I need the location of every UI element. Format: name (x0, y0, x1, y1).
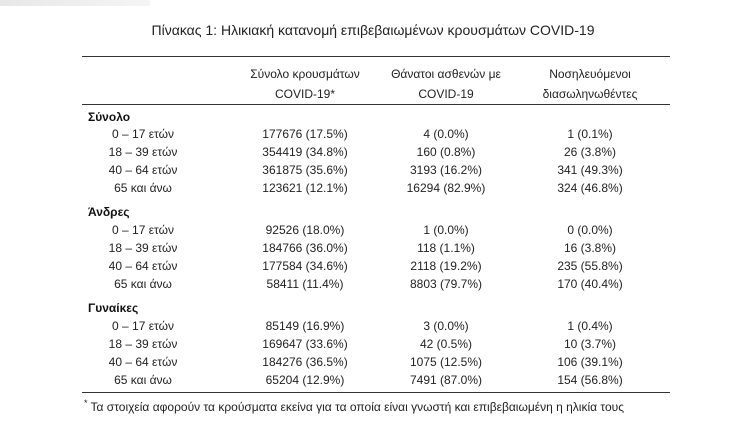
group-label-total: Σύνολο (88, 110, 131, 124)
deaths-value: 3 (0.0%) (423, 319, 469, 333)
intubated-value: 1 (0.4%) (567, 319, 613, 333)
cases-value: 85149 (16.9%) (265, 319, 345, 333)
cases-value: 65204 (12.9%) (265, 373, 345, 387)
intubated-value: 324 (46.8%) (557, 181, 623, 195)
age-label: 65 και άνω (114, 277, 172, 291)
deaths-value: 7491 (87.0%) (409, 373, 483, 387)
deaths-value: 2118 (19.2%) (410, 259, 482, 273)
intubated-value: 26 (3.8%) (563, 145, 617, 159)
age-label: 0 – 17 ετών (112, 127, 174, 141)
age-label: 18 – 39 ετών (108, 145, 178, 159)
intubated-value: 1 (0.1%) (567, 127, 613, 141)
table-row: 0 – 17 ετών 92526 (18.0%) 1 (0.0%) 0 (0.… (0, 223, 746, 241)
footnote-text: Τα στοιχεία αφορούν τα κρούσματα εκείνα … (90, 400, 624, 414)
intubated-value: 0 (0.0%) (567, 223, 613, 237)
table-row: 18 – 39 ετών 354419 (34.8%) 160 (0.8%) 2… (0, 145, 746, 163)
cases-value: 184276 (36.5%) (262, 355, 348, 369)
table-top-rule (82, 56, 670, 57)
deaths-value: 8803 (79.7%) (409, 277, 483, 291)
group-label-women: Γυναίκες (88, 301, 139, 315)
intubated-value: 106 (39.1%) (557, 355, 623, 369)
header-intubated-line1: Νοσηλευόμενοι (549, 67, 631, 81)
intubated-value: 154 (56.8%) (557, 373, 623, 387)
deaths-value: 3193 (16.2%) (409, 163, 483, 177)
header-deaths-line1: Θάνατοι ασθενών με (391, 67, 501, 81)
age-label: 40 – 64 ετών (108, 163, 178, 177)
header-deaths-line2: COVID-19 (418, 87, 474, 101)
age-label: 0 – 17 ετών (112, 223, 174, 237)
deaths-value: 1 (0.0%) (423, 223, 469, 237)
cases-value: 58411 (11.4%) (266, 277, 344, 291)
table-title: Πίνακας 1: Ηλικιακή κατανομή επιβεβαιωμέ… (151, 22, 595, 38)
intubated-value: 170 (40.4%) (557, 277, 623, 291)
deaths-value: 4 (0.0%) (423, 127, 469, 141)
table-row: 65 και άνω 65204 (12.9%) 7491 (87.0%) 15… (0, 373, 746, 391)
group-label-men: Άνδρες (88, 205, 130, 219)
table-row: 40 – 64 ετών 361875 (35.6%) 3193 (16.2%)… (0, 163, 746, 181)
table-row: 18 – 39 ετών 184766 (36.0%) 118 (1.1%) 1… (0, 241, 746, 259)
age-label: 65 και άνω (114, 373, 172, 387)
cases-value: 177676 (17.5%) (262, 127, 348, 141)
table-row: 40 – 64 ετών 184276 (36.5%) 1075 (12.5%)… (0, 355, 746, 373)
age-label: 18 – 39 ετών (108, 337, 178, 351)
table-row: 0 – 17 ετών 85149 (16.9%) 3 (0.0%) 1 (0.… (0, 319, 746, 337)
footnote-marker: * (84, 398, 88, 408)
intubated-value: 16 (3.8%) (563, 241, 617, 255)
table-bottom-rule (82, 392, 670, 393)
deaths-value: 16294 (82.9%) (406, 181, 486, 195)
intubated-value: 10 (3.7%) (563, 337, 617, 351)
age-label: 0 – 17 ετών (112, 319, 174, 333)
header-total-cases-line1: Σύνολο κρουσμάτων (250, 67, 360, 81)
table-row: 65 και άνω 58411 (11.4%) 8803 (79.7%) 17… (0, 277, 746, 295)
table-row: 40 – 64 ετών 177584 (34.6%) 2118 (19.2%)… (0, 259, 746, 277)
age-label: 18 – 39 ετών (108, 241, 178, 255)
cropped-top-edge (0, 0, 150, 6)
table-row: 65 και άνω 123621 (12.1%) 16294 (82.9%) … (0, 181, 746, 199)
intubated-value: 341 (49.3%) (557, 163, 623, 177)
deaths-value: 118 (1.1%) (417, 241, 475, 255)
cases-value: 361875 (35.6%) (262, 163, 348, 177)
deaths-value: 160 (0.8%) (416, 145, 476, 159)
header-intubated: Νοσηλευόμενοι διασωληνωθέντες (522, 64, 658, 104)
header-total-cases-line2: COVID-19* (274, 87, 336, 101)
deaths-value: 42 (0.5%) (419, 337, 473, 351)
age-label: 65 και άνω (114, 181, 172, 195)
table-row: 18 – 39 ετών 169647 (33.6%) 42 (0.5%) 10… (0, 337, 746, 355)
table-row: 0 – 17 ετών 177676 (17.5%) 4 (0.0%) 1 (0… (0, 127, 746, 145)
header-total-cases: Σύνολο κρουσμάτων COVID-19* (230, 64, 380, 104)
footnote: * Τα στοιχεία αφορούν τα κρούσματα εκείνα… (84, 398, 624, 414)
cases-value: 123621 (12.1%) (262, 181, 348, 195)
age-label: 40 – 64 ετών (108, 259, 178, 273)
intubated-value: 235 (55.8%) (557, 259, 623, 273)
cases-value: 177584 (34.6%) (262, 259, 348, 273)
age-label: 40 – 64 ετών (108, 355, 178, 369)
cases-value: 354419 (34.8%) (262, 145, 348, 159)
header-deaths: Θάνατοι ασθενών με COVID-19 (376, 64, 516, 104)
header-intubated-line2: διασωληνωθέντες (542, 87, 638, 101)
cases-value: 169647 (33.6%) (262, 337, 348, 351)
cases-value: 184766 (36.0%) (262, 241, 348, 255)
deaths-value: 1075 (12.5%) (409, 355, 483, 369)
header-bottom-rule (82, 104, 670, 105)
cases-value: 92526 (18.0%) (265, 223, 345, 237)
